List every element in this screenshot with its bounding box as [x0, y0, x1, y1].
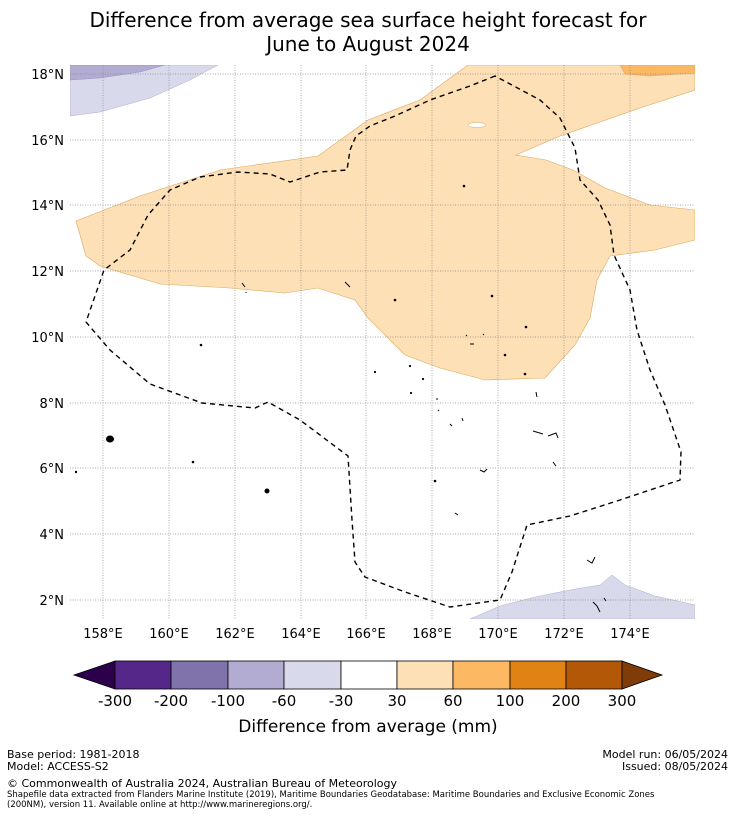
- colorbar-label: Difference from average (mm): [238, 717, 498, 737]
- eez-boundary: [85, 75, 682, 608]
- colorbar-bin-5: [340, 660, 398, 690]
- lat-label-6: 6°N: [40, 462, 65, 477]
- colorbar-bin-3: [227, 660, 285, 690]
- island-22: [535, 391, 538, 398]
- island-8: [393, 298, 397, 302]
- colorbar-max-arrow: [621, 660, 664, 690]
- island-23: [479, 468, 488, 473]
- lon-label-162: 162°E: [215, 627, 255, 642]
- colorbar-bin-6: [396, 660, 454, 690]
- lat-label-12: 12°N: [31, 265, 64, 280]
- colorbar-tick-3: -60: [272, 692, 297, 710]
- island-27: [586, 556, 596, 564]
- gridlines: [70, 65, 695, 619]
- islands: [74, 184, 607, 613]
- shapefile-credit-line-1: Shapefile data extracted from Flanders M…: [7, 790, 655, 800]
- island-6: [241, 282, 247, 293]
- island-4: [74, 470, 78, 474]
- lat-label-18: 18°N: [31, 68, 64, 83]
- lon-label-172: 172°E: [544, 627, 584, 642]
- colorbar-tick-8: 200: [552, 692, 581, 710]
- shapefile-credit: Shapefile data extracted from Flanders M…: [7, 790, 732, 810]
- lon-label-170: 170°E: [478, 627, 518, 642]
- title-line-2: June to August 2024: [266, 32, 470, 56]
- island-9: [462, 184, 466, 188]
- island-16: [408, 364, 412, 368]
- shapefile-credit-line-2: (200NM), version 11. Available online at…: [7, 800, 313, 810]
- negative-anomaly-region-light: [70, 65, 166, 81]
- island-20: [449, 417, 464, 427]
- footer-left: Base period: 1981-2018 Model: ACCESS-S2: [7, 749, 139, 773]
- island-17: [421, 377, 425, 381]
- island-19: [436, 398, 440, 412]
- copyright: © Commonwealth of Australia 2024, Austra…: [7, 777, 397, 790]
- chart-title: Difference from average sea surface heig…: [0, 8, 736, 56]
- lat-label-8: 8°N: [40, 397, 65, 412]
- lon-labels: 158°E 160°E 162°E 164°E 166°E 168°E 170°…: [83, 627, 650, 642]
- island-1: [106, 435, 114, 443]
- island-5: [199, 343, 203, 347]
- lat-label-2: 2°N: [40, 594, 65, 609]
- positive-anomaly-region: [75, 65, 695, 381]
- footer-right: Model run: 06/05/2024 Issued: 08/05/2024: [602, 749, 728, 773]
- island-12: [465, 333, 485, 345]
- colorbar-bin-2: [170, 660, 229, 690]
- colorbar-bin-1: [114, 660, 172, 690]
- lon-label-168: 168°E: [412, 627, 452, 642]
- island-3: [191, 460, 195, 464]
- island-15: [373, 370, 377, 374]
- colorbar-tick-9: 300: [608, 692, 637, 710]
- base-period: Base period: 1981-2018: [7, 748, 140, 761]
- lat-label-10: 10°N: [31, 331, 64, 346]
- colorbar-ticks: -300 -200 -100 -60 -30 30 60 100 200 300: [98, 692, 636, 710]
- island-28: [592, 597, 607, 613]
- lat-label-16: 16°N: [31, 134, 64, 149]
- model-name: Model: ACCESS-S2: [7, 760, 109, 773]
- lon-label-174: 174°E: [610, 627, 650, 642]
- colorbar-tick-5: 30: [387, 692, 406, 710]
- lat-label-14: 14°N: [31, 199, 64, 214]
- lon-label-158: 158°E: [83, 627, 123, 642]
- colorbar-bin-9: [565, 660, 623, 690]
- colorbar-min-arrow: [72, 660, 116, 690]
- island-21: [532, 430, 559, 439]
- lon-label-160: 160°E: [149, 627, 189, 642]
- island-13: [503, 353, 507, 357]
- lon-label-166: 166°E: [346, 627, 386, 642]
- colorbar-tick-2: -100: [211, 692, 245, 710]
- island-25: [454, 512, 459, 516]
- title-line-1: Difference from average sea surface heig…: [89, 8, 647, 32]
- island-14: [523, 372, 527, 376]
- model-run: Model run: 06/05/2024: [602, 748, 728, 761]
- colorbar-bin-8: [509, 660, 567, 690]
- issued-date: Issued: 08/05/2024: [621, 760, 728, 773]
- island-18: [409, 391, 413, 395]
- moderate-anomaly-patch: [619, 65, 695, 77]
- negative-anomaly-region-pale: [70, 65, 219, 117]
- island-7: [344, 281, 351, 288]
- island-24: [433, 479, 437, 483]
- colorbar: [72, 660, 664, 690]
- colorbar-bin-4: [283, 660, 342, 690]
- colorbar-tick-1: -200: [154, 692, 188, 710]
- colorbar-tick-0: -300: [98, 692, 132, 710]
- colorbar-tick-4: -30: [329, 692, 354, 710]
- colorbar-bin-7: [452, 660, 511, 690]
- neutral-hole: [467, 122, 487, 128]
- lat-labels: 18°N 16°N 14°N 12°N 10°N 8°N 6°N 4°N 2°N: [31, 68, 64, 609]
- island-2: [264, 488, 270, 494]
- colorbar-tick-6: 60: [443, 692, 462, 710]
- lat-label-4: 4°N: [40, 528, 65, 543]
- island-11: [524, 325, 528, 329]
- island-10: [490, 294, 494, 298]
- colorbar-tick-7: 100: [496, 692, 525, 710]
- lon-label-164: 164°E: [281, 627, 321, 642]
- island-26: [552, 461, 557, 467]
- map-area: [70, 65, 695, 619]
